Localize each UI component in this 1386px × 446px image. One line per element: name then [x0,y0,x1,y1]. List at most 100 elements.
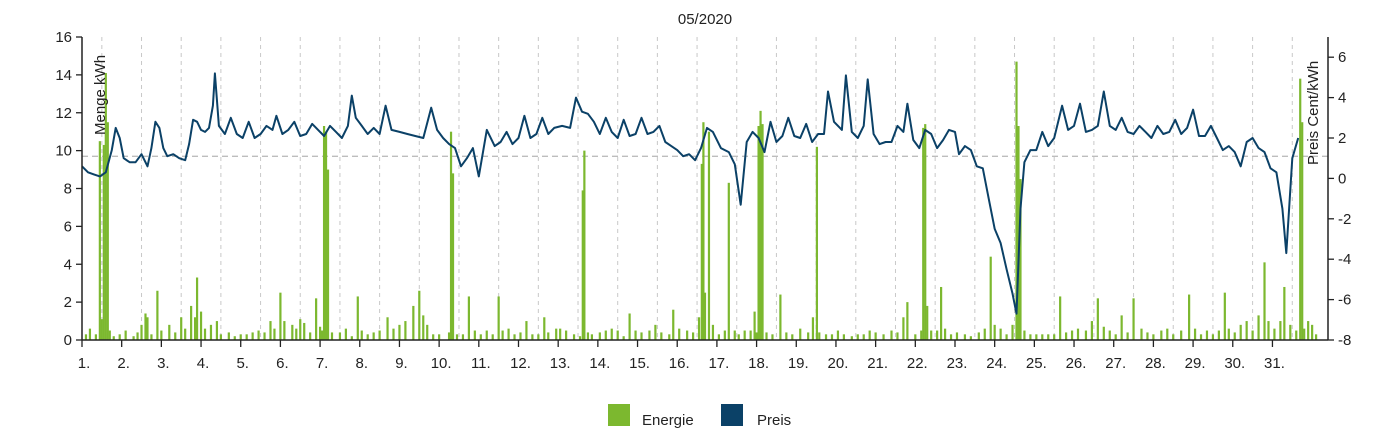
energy-bar [392,328,395,340]
energy-bar [372,332,375,340]
energy-bar [1239,324,1242,340]
energy-bar [1146,332,1149,340]
energy-bar [702,122,705,340]
energy-bar [398,324,401,340]
right-tick-label: -2 [1338,211,1351,228]
energy-bar [583,150,586,340]
energy-bar [485,330,488,340]
energy-bar [1307,321,1310,340]
energy-bar [1065,332,1068,340]
energy-bar [850,336,853,340]
energy-bar [924,124,927,340]
energy-bar [969,336,972,340]
energy-bar [324,131,328,340]
energy-bar [513,334,516,340]
energy-bar [449,131,453,340]
right-axis-title: Preis Cent/kWh [1305,61,1322,165]
energy-bar [501,330,504,340]
energy-bar [180,317,183,340]
energy-bar [949,334,953,340]
energy-bar [1019,179,1022,340]
x-tick-label: 18. [748,355,769,372]
x-tick-label: 16. [669,355,690,372]
left-tick-label: 2 [64,294,72,311]
energy-bar [98,141,101,340]
energy-bar [1114,334,1117,340]
energy-bar [648,330,651,340]
x-tick-label: 21. [867,355,888,372]
energy-bar [765,332,768,340]
left-tick-label: 6 [64,218,72,235]
x-tick-label: 12. [510,355,531,372]
energy-bar [245,334,248,340]
energy-bar [1076,328,1080,340]
energy-bar [1096,298,1099,340]
right-tick-label: 4 [1338,90,1346,107]
energy-bar [799,328,802,340]
energy-bar [727,182,730,340]
energy-bar [581,190,584,340]
energy-bar [1193,328,1197,340]
energy-bar [360,330,363,340]
energy-bar [1199,334,1203,340]
energy-bar [761,124,764,340]
energy-bar [338,332,342,340]
x-tick-label: 10. [431,355,452,372]
energy-bar [1279,321,1282,340]
energy-bar [136,332,139,340]
energy-bar [862,334,865,340]
energy-bar [104,72,107,340]
energy-bar [634,330,637,340]
energy-bar [1263,262,1266,340]
energy-bar [565,330,568,340]
energy-bar [842,334,845,340]
x-tick-label: 5. [236,355,249,372]
energy-bar [1289,324,1292,340]
x-tick-label: 2. [117,355,130,372]
energy-bar [1223,292,1226,340]
price-line [81,72,1300,315]
energy-bar [251,332,254,340]
energy-bar [989,256,992,340]
energy-bar [1303,328,1306,340]
energy-bar [743,330,746,340]
x-tick-label: 3. [157,355,170,372]
energy-bar [896,332,899,340]
energy-bar [239,334,242,340]
energy-bar [299,319,302,340]
energy-bar [1205,330,1209,340]
energy-bar [140,324,143,340]
energy-bar [1311,324,1314,340]
legend-swatch-preis[interactable] [721,404,743,426]
energy-bar [697,317,701,340]
energy-bar [930,330,933,340]
energy-bar [940,286,943,340]
energy-bar [106,122,109,340]
energy-bar [1273,328,1276,340]
energy-bar [1172,334,1175,340]
legend: Energie Preis [608,404,791,429]
energy-bar [755,332,758,340]
right-tick-label: -8 [1338,332,1351,349]
x-tick-label: 22. [907,355,928,372]
energy-bar [983,328,986,340]
energy-bar [1059,296,1062,340]
x-tick-label: 11. [471,355,491,372]
energy-bar [672,309,675,340]
energy-bar [491,334,494,340]
energy-bar [168,324,171,340]
energy-bar [1132,298,1135,340]
energy-bar [1017,126,1020,340]
energy-bar [943,328,947,340]
energy-bar [1314,334,1318,340]
x-tick-label: 20. [828,355,849,372]
energy-bar [309,332,312,340]
energy-bar [616,330,619,340]
energy-bar [356,296,359,340]
energy-bar [479,334,482,340]
legend-swatch-energie[interactable] [608,404,630,426]
right-tick-label: 2 [1338,130,1346,147]
x-tick-label: 27. [1105,355,1126,372]
energy-bar [598,332,601,340]
energy-bar [1047,334,1050,340]
